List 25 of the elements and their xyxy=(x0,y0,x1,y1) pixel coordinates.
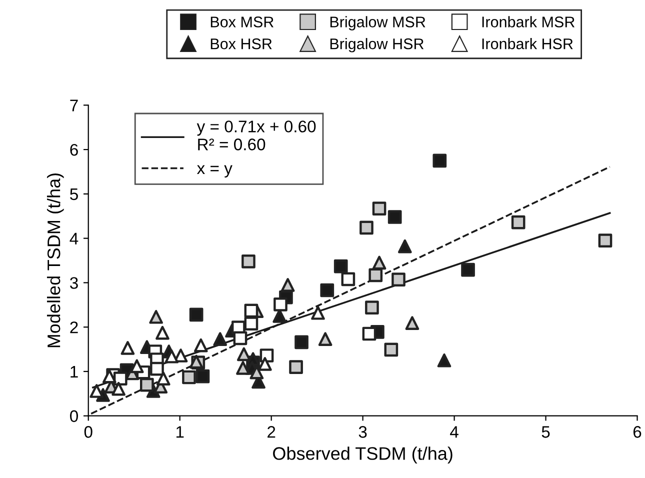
x-tick-label: 3 xyxy=(358,426,367,438)
y-tick-label: 3 xyxy=(70,277,78,289)
y-tick-label: 6 xyxy=(70,144,78,156)
legend-label: Box HSR xyxy=(210,38,272,50)
x-axis-title: Observed TSDM (t/ha) xyxy=(273,446,452,464)
x-tick-label: 1 xyxy=(176,426,184,438)
legend-label: Ironbark HSR xyxy=(482,38,573,50)
x-tick-label: 0 xyxy=(84,426,92,438)
legend-label: y = 0.71x + 0.60 R² = 0.60 xyxy=(196,120,316,150)
legend-label: x = y xyxy=(196,165,232,178)
x-tick-label: 4 xyxy=(450,426,458,438)
y-tick-label: 1 xyxy=(70,366,78,378)
y-tick-label: 2 xyxy=(70,321,78,334)
legend-label: Brigalow MSR xyxy=(330,16,426,30)
y-tick-label: 0 xyxy=(70,410,78,422)
legend-label: Ironbark MSR xyxy=(482,16,574,28)
y-tick-label: 7 xyxy=(70,100,78,112)
legend-label: Brigalow HSR xyxy=(330,38,424,52)
y-axis-title: Modelled TSDM (t/ha) xyxy=(46,173,64,348)
x-tick-label: 2 xyxy=(268,426,276,438)
legend-label: Box MSR xyxy=(210,16,274,28)
y-tick-label: 4 xyxy=(70,232,78,244)
y-tick-label: 5 xyxy=(70,188,78,200)
x-tick-label: 5 xyxy=(542,426,550,438)
x-tick-label: 6 xyxy=(633,426,642,438)
